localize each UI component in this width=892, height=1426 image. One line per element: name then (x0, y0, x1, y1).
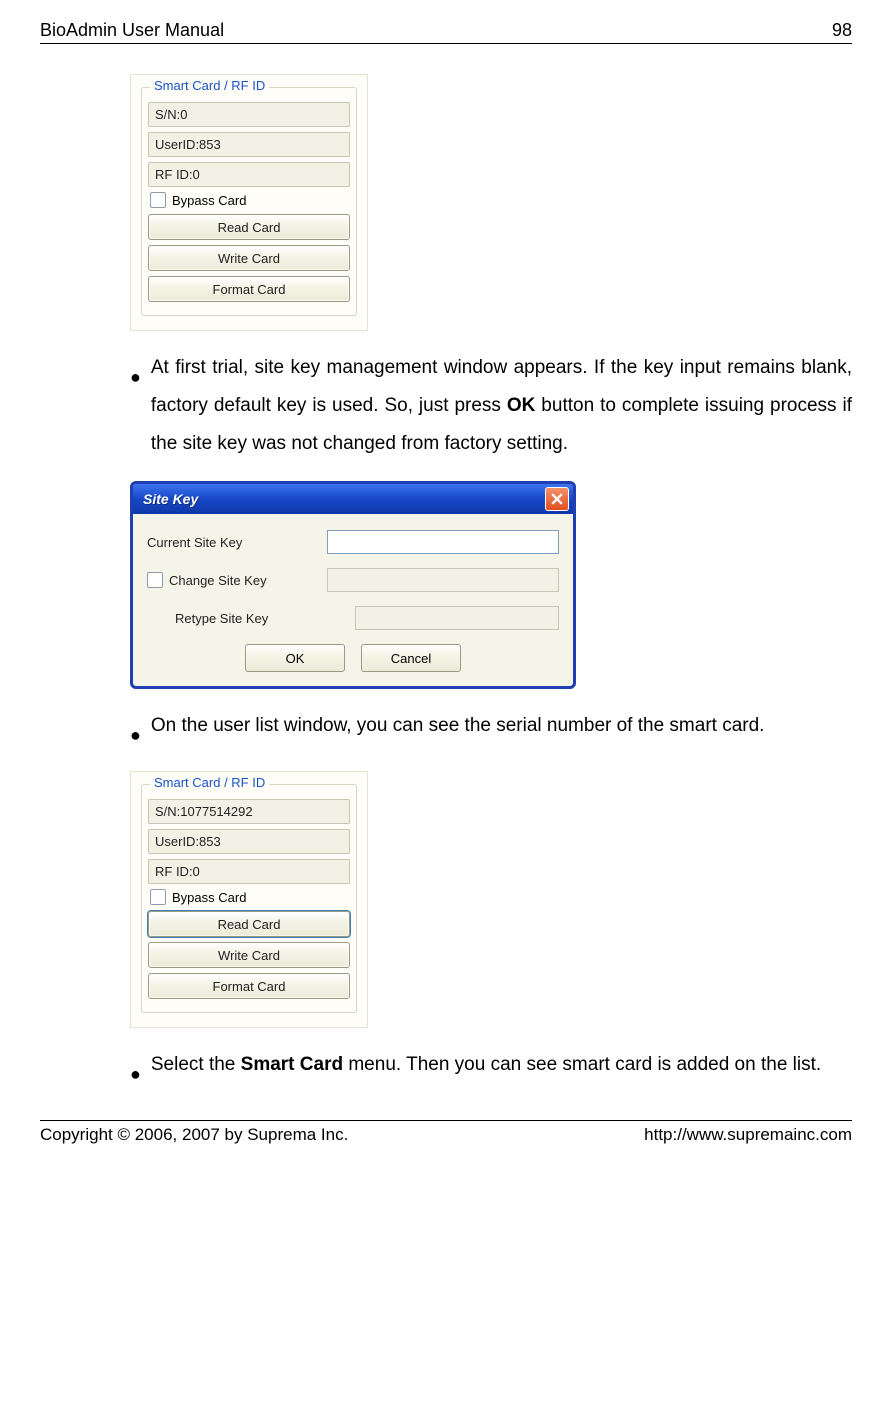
groupbox-title-2: Smart Card / RF ID (150, 775, 269, 790)
read-card-button-2[interactable]: Read Card (148, 911, 350, 937)
bypass-checkbox-2[interactable] (150, 889, 166, 905)
format-card-button[interactable]: Format Card (148, 276, 350, 302)
smartcard-groupbox: Smart Card / RF ID S/N:0 UserID:853 RF I… (141, 87, 357, 316)
retype-site-key-row: Retype Site Key (147, 606, 559, 630)
groupbox-title: Smart Card / RF ID (150, 78, 269, 93)
write-card-button-2[interactable]: Write Card (148, 942, 350, 968)
bullet-3: ● Select the Smart Card menu. Then you c… (130, 1046, 852, 1092)
write-card-button[interactable]: Write Card (148, 245, 350, 271)
close-icon (551, 493, 563, 505)
bypass-label-2: Bypass Card (172, 890, 246, 905)
smartcard-groupbox-2: Smart Card / RF ID S/N:1077514292 UserID… (141, 784, 357, 1013)
header-page-number: 98 (832, 20, 852, 41)
bypass-label: Bypass Card (172, 193, 246, 208)
retype-site-key-label: Retype Site Key (147, 611, 355, 626)
dialog-button-row: OK Cancel (147, 644, 559, 672)
read-card-button[interactable]: Read Card (148, 214, 350, 240)
bullet-3-pre: Select the (151, 1054, 241, 1075)
bypass-card-row[interactable]: Bypass Card (150, 192, 350, 208)
close-button[interactable] (545, 487, 569, 511)
sn-field: S/N:0 (148, 102, 350, 127)
change-site-key-label: Change Site Key (169, 573, 267, 588)
bullet-1-text: At first trial, site key management wind… (151, 349, 852, 463)
bypass-card-row-2[interactable]: Bypass Card (150, 889, 350, 905)
header-left: BioAdmin User Manual (40, 20, 224, 41)
current-site-key-input[interactable] (327, 530, 559, 554)
bullet-3-text: Select the Smart Card menu. Then you can… (151, 1046, 821, 1084)
dialog-title: Site Key (143, 491, 198, 507)
bullet-3-bold: Smart Card (241, 1054, 343, 1075)
site-key-dialog: Site Key Current Site Key Change Site Ke… (130, 481, 576, 689)
rfid-field-2: RF ID:0 (148, 859, 350, 884)
bullet-icon: ● (130, 717, 141, 753)
cancel-button[interactable]: Cancel (361, 644, 461, 672)
rfid-field: RF ID:0 (148, 162, 350, 187)
change-site-key-checkbox[interactable] (147, 572, 163, 588)
bullet-icon: ● (130, 1056, 141, 1092)
change-site-key-label-col: Change Site Key (147, 572, 327, 588)
sn-field-2: S/N:1077514292 (148, 799, 350, 824)
current-site-key-row: Current Site Key (147, 530, 559, 554)
bullet-2: ● On the user list window, you can see t… (130, 707, 852, 753)
bypass-checkbox[interactable] (150, 192, 166, 208)
userid-field-2: UserID:853 (148, 829, 350, 854)
smartcard-panel-1: Smart Card / RF ID S/N:0 UserID:853 RF I… (130, 74, 368, 331)
page-header: BioAdmin User Manual 98 (40, 20, 852, 44)
footer-left: Copyright © 2006, 2007 by Suprema Inc. (40, 1125, 348, 1145)
ok-button[interactable]: OK (245, 644, 345, 672)
dialog-body: Current Site Key Change Site Key Retype … (133, 514, 573, 686)
format-card-button-2[interactable]: Format Card (148, 973, 350, 999)
retype-site-key-input[interactable] (355, 606, 559, 630)
bullet-1-bold: OK (507, 395, 536, 416)
bullet-2-text: On the user list window, you can see the… (151, 707, 765, 745)
page-footer: Copyright © 2006, 2007 by Suprema Inc. h… (40, 1120, 852, 1145)
change-site-key-input[interactable] (327, 568, 559, 592)
bullet-3-post: menu. Then you can see smart card is add… (343, 1054, 821, 1075)
smartcard-panel-2: Smart Card / RF ID S/N:1077514292 UserID… (130, 771, 368, 1028)
userid-field: UserID:853 (148, 132, 350, 157)
change-site-key-row: Change Site Key (147, 568, 559, 592)
footer-right: http://www.supremainc.com (644, 1125, 852, 1145)
dialog-titlebar[interactable]: Site Key (133, 484, 573, 514)
current-site-key-label: Current Site Key (147, 535, 327, 550)
bullet-icon: ● (130, 359, 141, 395)
bullet-1: ● At first trial, site key management wi… (130, 349, 852, 463)
